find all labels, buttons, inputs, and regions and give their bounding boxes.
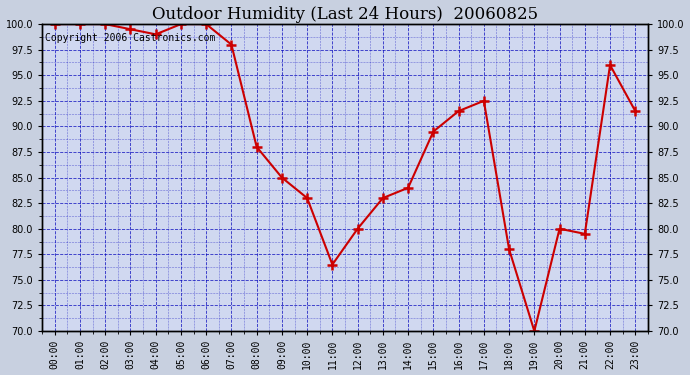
Text: Copyright 2006 Castronics.com: Copyright 2006 Castronics.com — [45, 33, 215, 44]
Title: Outdoor Humidity (Last 24 Hours)  20060825: Outdoor Humidity (Last 24 Hours) 2006082… — [152, 6, 538, 22]
